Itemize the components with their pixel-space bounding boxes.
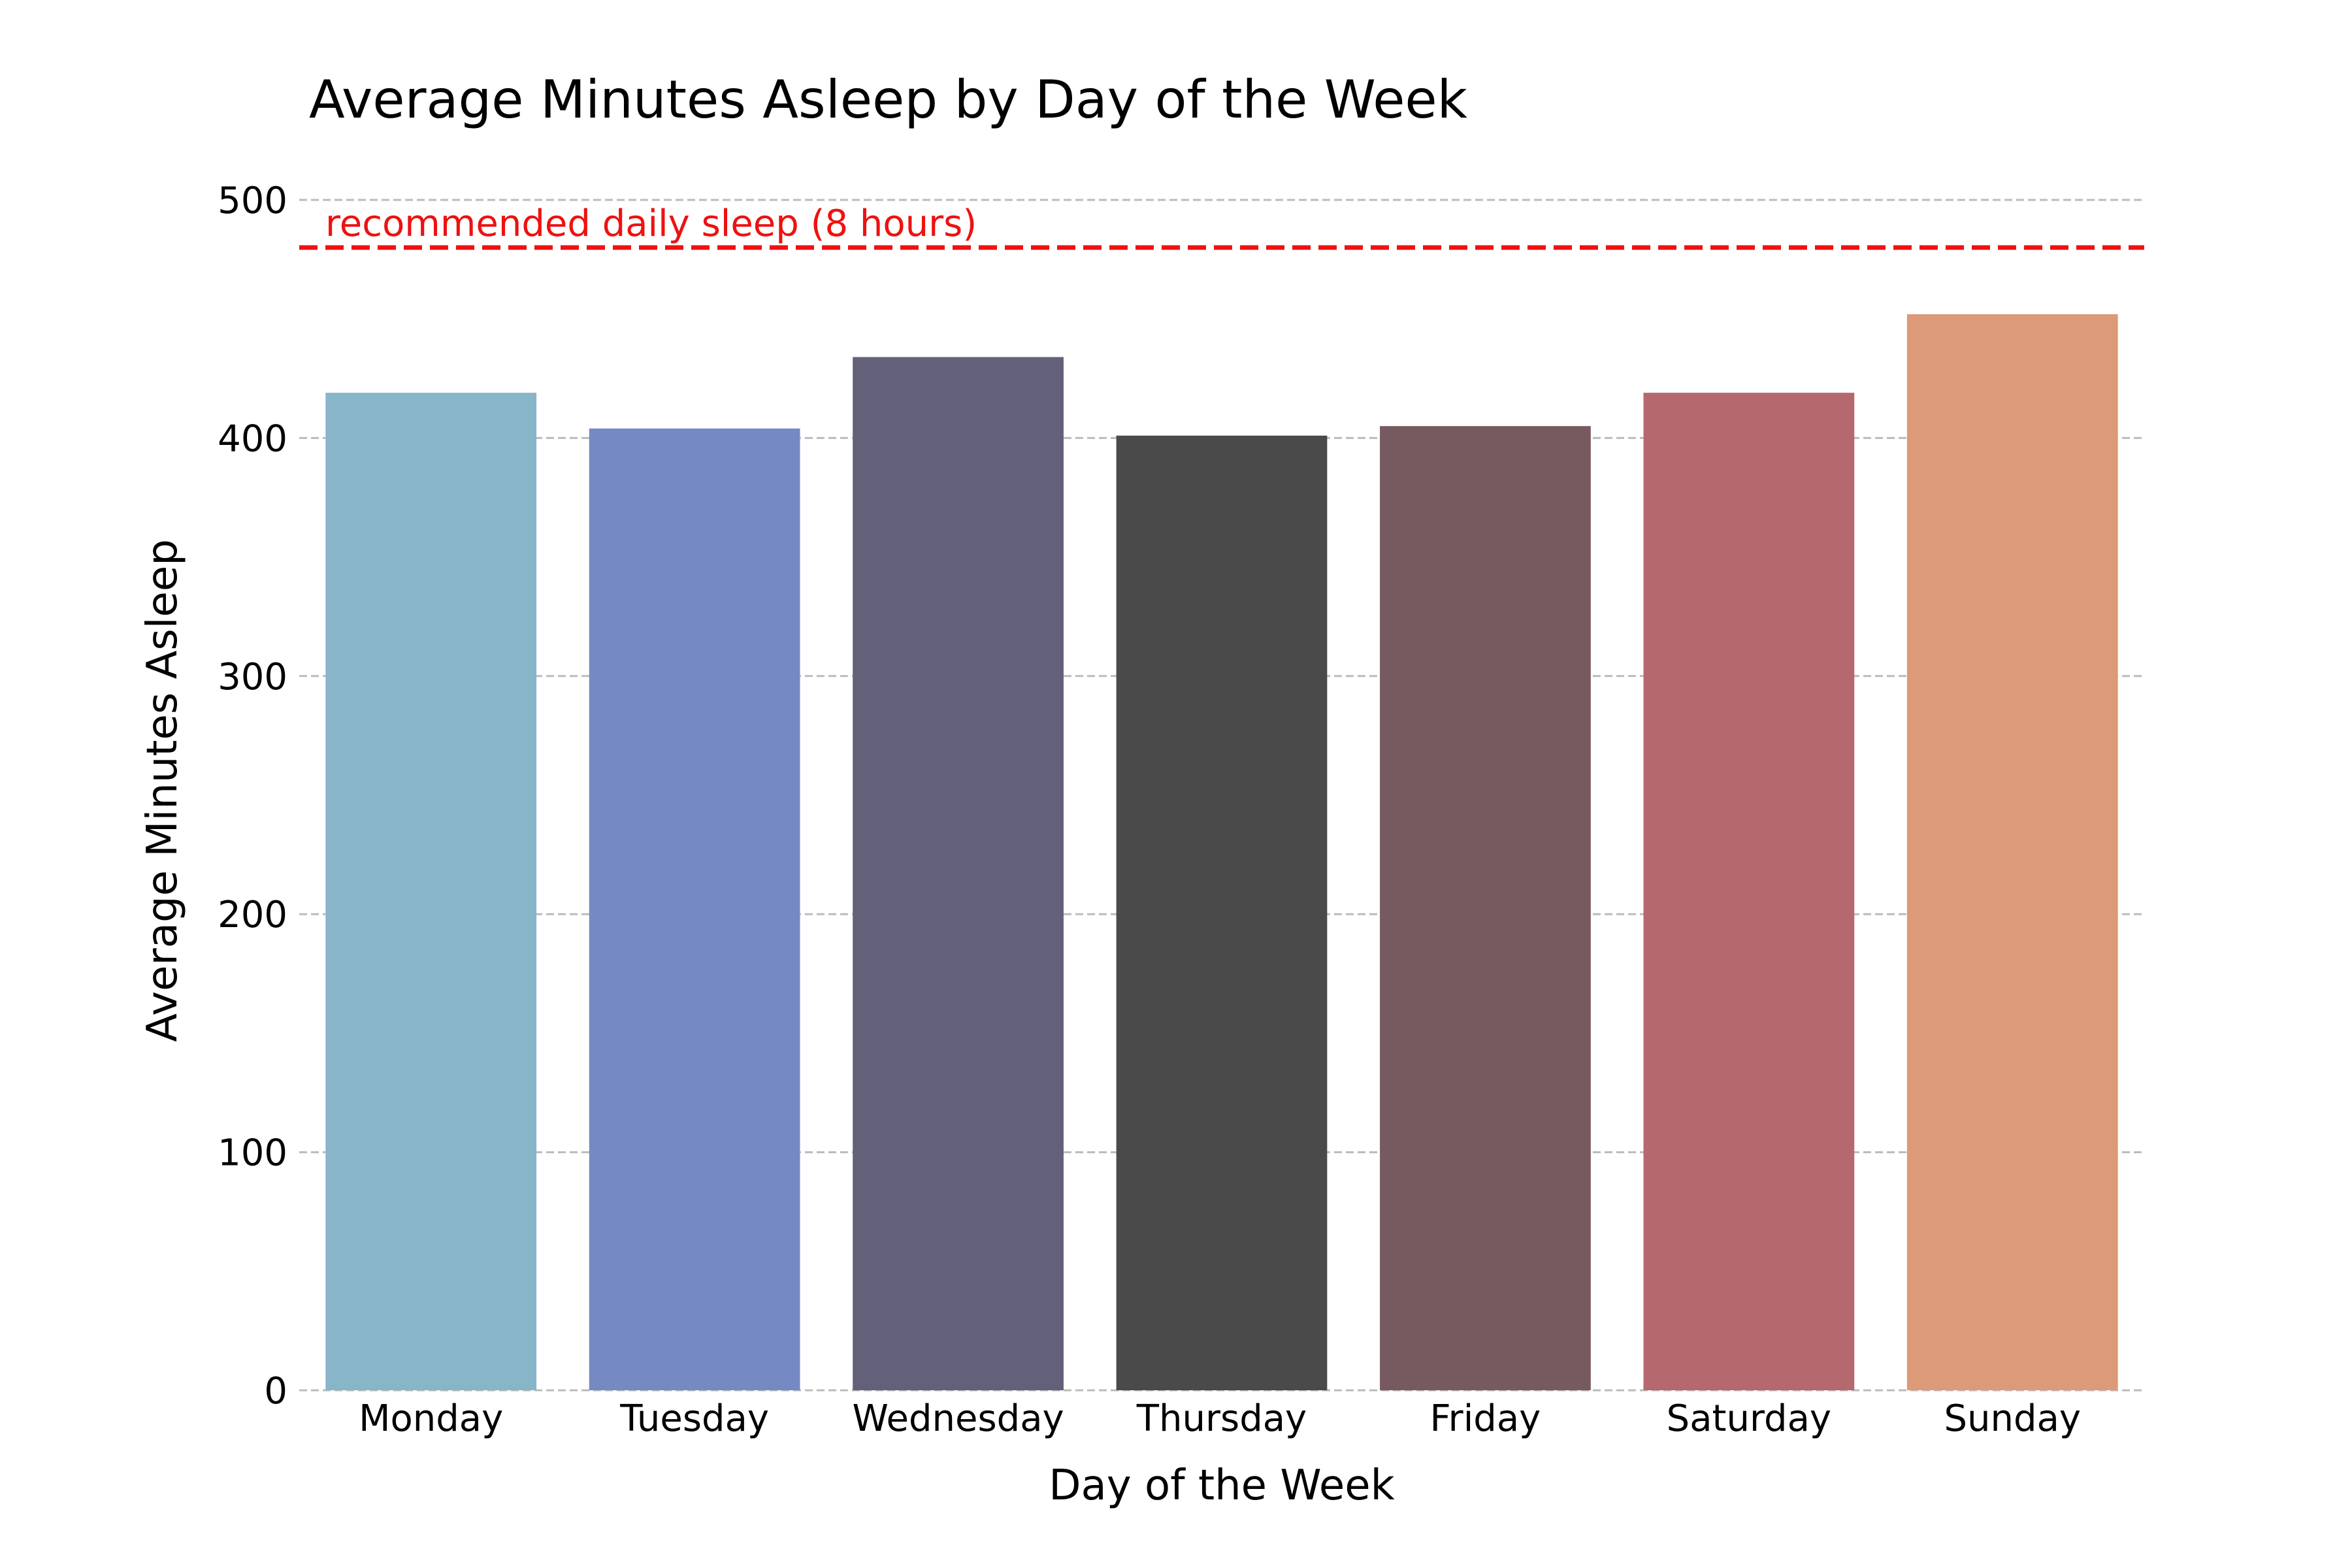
y-tick-label: 500 — [218, 180, 287, 222]
x-tick-label: Thursday — [1136, 1397, 1307, 1440]
reference-line-label: recommended daily sleep (8 hours) — [325, 203, 977, 245]
y-tick-labels: 0 100 200 300 400 500 — [218, 180, 287, 1413]
y-tick-label: 400 — [218, 417, 287, 460]
x-axis-label: Day of the Week — [1049, 1462, 1394, 1510]
x-tick-label: Monday — [359, 1397, 503, 1440]
chart-title: Average Minutes Asleep by Day of the Wee… — [309, 69, 1468, 130]
reference-line-group: recommended daily sleep (8 hours) — [299, 203, 2144, 250]
y-tick-label: 300 — [218, 656, 287, 698]
bar-sunday — [1906, 314, 2118, 1390]
bar-thursday — [1116, 435, 1328, 1390]
x-tick-labels: Monday Tuesday Wednesday Thursday Friday Satu… — [359, 1397, 2081, 1440]
x-tick-label: Friday — [1430, 1397, 1541, 1440]
x-tick-label: Saturday — [1667, 1397, 1831, 1440]
x-tick-label: Sunday — [1944, 1397, 2082, 1440]
bar-monday — [325, 393, 537, 1390]
y-axis-label: Average Minutes Asleep — [139, 539, 187, 1042]
bar-tuesday — [589, 428, 800, 1390]
bar-saturday — [1643, 393, 1855, 1390]
x-tick-label: Tuesday — [619, 1397, 769, 1440]
bar-wednesday — [853, 357, 1064, 1390]
x-tick-label: Wednesday — [852, 1397, 1064, 1440]
y-tick-label: 0 — [264, 1370, 287, 1413]
y-tick-label: 100 — [218, 1132, 287, 1175]
y-tick-label: 200 — [218, 894, 287, 936]
bar-friday — [1380, 426, 1591, 1391]
bars — [325, 314, 2118, 1391]
